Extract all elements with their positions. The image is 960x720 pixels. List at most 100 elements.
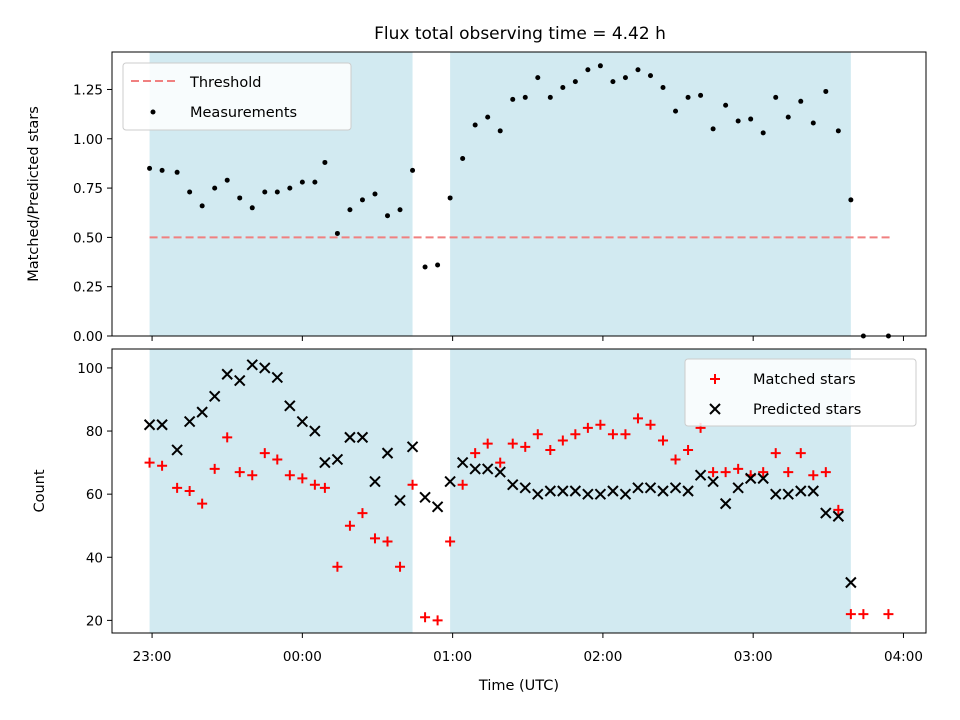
bottom-y-axis-label: Count xyxy=(32,469,48,512)
measurement-point xyxy=(547,94,553,100)
measurement-point xyxy=(760,130,766,136)
top-measurement-points xyxy=(147,63,891,339)
matched-star-point xyxy=(382,536,393,547)
bottom-x-ticks: 23:00 00:00 01:00 02:00 03:00 04:00 xyxy=(133,633,923,665)
measurement-point xyxy=(823,88,829,94)
measurement-point xyxy=(485,114,491,120)
matched-star-point xyxy=(234,467,245,478)
predicted-star-point xyxy=(369,475,381,488)
measurement-point xyxy=(334,230,340,236)
measurement-point xyxy=(510,96,516,102)
measurement-point xyxy=(835,128,841,134)
x-tick-label: 04:00 xyxy=(884,649,923,665)
measurement-point xyxy=(224,177,230,183)
measurement-point xyxy=(798,98,804,104)
predicted-star-point xyxy=(356,431,369,444)
top-panel: 0.00 0.25 0.50 0.75 1.00 1.25 Matched/Predict… xyxy=(26,51,927,345)
y-tick-label: 0.00 xyxy=(73,329,103,345)
matched-star-point xyxy=(545,444,556,455)
matched-star-point xyxy=(297,473,308,484)
y-tick-label: 20 xyxy=(86,613,103,629)
predicted-star-point xyxy=(757,472,769,485)
matched-star-point xyxy=(369,533,380,544)
measurement-point xyxy=(287,185,293,191)
chart-title: Flux total observing time = 4.42 h xyxy=(374,24,666,44)
predicted-star-point xyxy=(344,431,356,444)
matched-star-point xyxy=(420,612,431,623)
legend-matched-label: Matched stars xyxy=(753,372,856,388)
predicted-star-point xyxy=(832,510,845,522)
measurement-point xyxy=(322,159,328,165)
matched-star-point xyxy=(157,460,168,471)
measurement-point xyxy=(237,195,243,201)
predicted-star-point xyxy=(143,419,156,431)
matched-star-point xyxy=(284,470,295,481)
measurement-point xyxy=(748,116,754,122)
predicted-star-point xyxy=(532,488,544,500)
measurement-point xyxy=(159,167,165,173)
predicted-star-point xyxy=(820,507,832,519)
bottom-legend-box xyxy=(684,358,917,427)
measurement-point xyxy=(647,73,653,79)
measurement-point xyxy=(597,63,603,69)
matched-star-point xyxy=(720,467,731,478)
legend-measurements-label: Measurements xyxy=(190,105,297,121)
matched-star-point xyxy=(482,438,493,449)
matched-star-point xyxy=(795,448,806,459)
legend-predicted-label: Predicted stars xyxy=(753,402,861,418)
matched-star-point xyxy=(557,435,568,446)
top-legend-box xyxy=(122,62,352,131)
y-tick-label: 0.25 xyxy=(73,280,103,296)
matched-star-point xyxy=(808,470,819,481)
predicted-star-point xyxy=(770,488,782,500)
matched-star-point xyxy=(222,432,233,443)
predicted-star-point xyxy=(544,485,557,497)
measurement-point xyxy=(497,128,503,134)
predicted-star-point xyxy=(394,494,406,507)
predicted-star-point xyxy=(259,362,271,374)
matched-star-point xyxy=(247,470,258,481)
matched-star-point xyxy=(520,441,531,452)
measurement-point xyxy=(535,75,541,81)
predicted-star-point xyxy=(732,482,744,494)
legend-predicted-marker xyxy=(709,403,721,415)
measurement-point xyxy=(187,189,193,195)
matched-star-point xyxy=(833,504,844,515)
measurement-point xyxy=(299,179,305,185)
measurement-point xyxy=(447,195,453,201)
measurement-point xyxy=(359,197,365,203)
predicted-star-point xyxy=(719,497,732,510)
measurement-point xyxy=(385,213,391,219)
top-legend: Threshold Measurements xyxy=(122,62,352,131)
top-y-axis-label: Matched/Predicted stars xyxy=(26,106,42,282)
predicted-star-point xyxy=(644,482,657,494)
predicted-star-point xyxy=(381,447,394,459)
matched-star-point xyxy=(470,448,481,459)
matched-star-point xyxy=(733,463,744,474)
predicted-star-point xyxy=(234,374,246,387)
measurement-point xyxy=(698,92,704,98)
measurement-point xyxy=(685,94,691,100)
matched-star-point xyxy=(770,448,781,459)
top-y-ticks: 0.00 0.25 0.50 0.75 1.00 1.25 xyxy=(73,82,112,345)
predicted-star-point xyxy=(444,475,456,488)
predicted-star-point xyxy=(619,488,632,500)
matched-star-point xyxy=(670,454,681,465)
measurement-point xyxy=(397,207,403,213)
matched-star-point xyxy=(607,429,618,440)
matched-star-point xyxy=(144,457,155,468)
measurement-point xyxy=(610,79,616,85)
measurement-point xyxy=(347,207,353,213)
predicted-star-point xyxy=(221,368,233,380)
predicted-star-point xyxy=(183,415,196,428)
predicted-star-point xyxy=(481,463,494,475)
x-axis-label: Time (UTC) xyxy=(478,678,559,694)
predicted-star-point xyxy=(557,485,569,497)
y-tick-label: 1.25 xyxy=(73,82,103,98)
predicted-star-point xyxy=(319,456,331,469)
predicted-star-point xyxy=(271,371,284,384)
measurement-point xyxy=(848,197,854,203)
measurement-point xyxy=(735,118,741,124)
x-tick-label: 03:00 xyxy=(734,649,773,665)
predicted-star-point xyxy=(607,485,619,497)
